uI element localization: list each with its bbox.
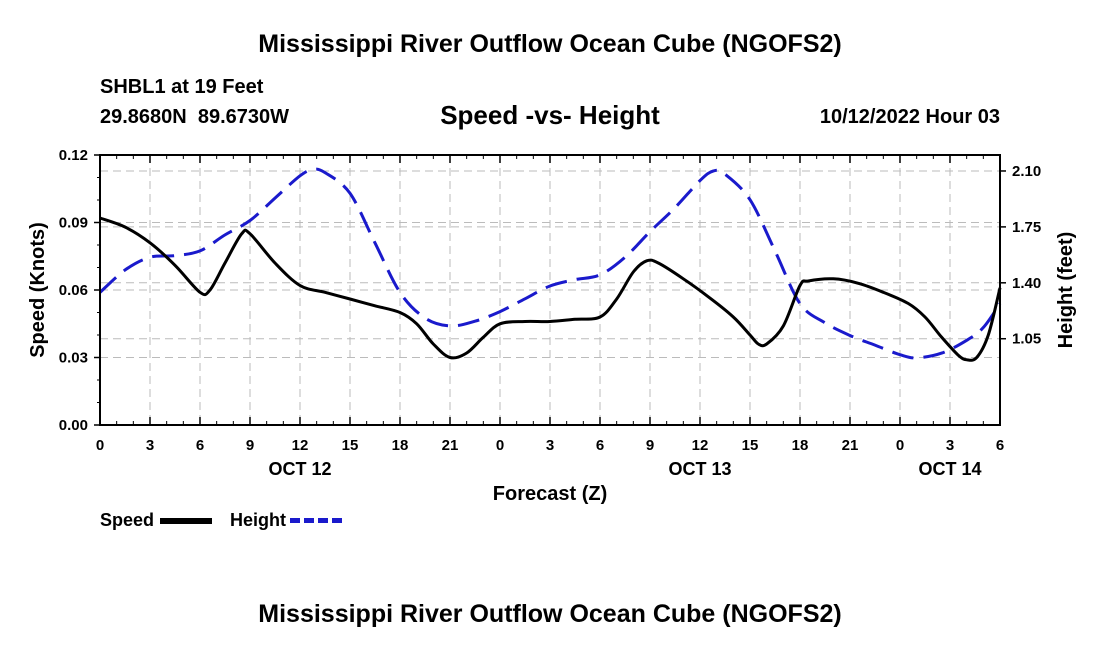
speed-series-line xyxy=(99,216,1002,362)
legend-height-label: Height xyxy=(230,510,286,530)
legend-speed-label: Speed xyxy=(100,510,155,530)
x-tick-label: 3 xyxy=(146,437,154,454)
y-left-tick-label: 0.00 xyxy=(59,417,88,434)
x-tick-label: 9 xyxy=(246,437,254,454)
height-series-line xyxy=(98,167,1002,360)
legend-speed-swatch xyxy=(160,518,212,524)
date-label: OCT 14 xyxy=(918,459,981,479)
x-tick-label: 12 xyxy=(692,437,709,454)
x-tick-label: 0 xyxy=(896,437,904,454)
y-right-tick-label: 1.05 xyxy=(1012,331,1041,348)
x-tick-label: 0 xyxy=(496,437,504,454)
y-right-tick-label: 1.40 xyxy=(1012,275,1041,292)
plot-title: Speed -vs- Height xyxy=(440,100,660,130)
chart-title: Mississippi River Outflow Ocean Cube (NG… xyxy=(258,30,842,58)
x-tick-label: 15 xyxy=(342,437,359,454)
x-tick-label: 9 xyxy=(646,437,654,454)
date-label: OCT 13 xyxy=(668,459,731,479)
axis-ticks xyxy=(94,154,1006,426)
y-left-tick-label: 0.12 xyxy=(59,147,88,164)
x-tick-label: 12 xyxy=(292,437,309,454)
chart-title-repeat: Mississippi River Outflow Ocean Cube (NG… xyxy=(258,600,842,628)
forecast-datetime: 10/12/2022 Hour 03 xyxy=(819,106,1000,128)
series-layer xyxy=(98,167,1002,362)
y-left-tick-label: 0.03 xyxy=(59,350,88,367)
x-axis-title: Forecast (Z) xyxy=(493,483,607,505)
x-tick-label: 18 xyxy=(392,437,409,454)
date-label: OCT 12 xyxy=(268,459,331,479)
x-tick-label: 6 xyxy=(596,437,604,454)
axis-labels: 0 3 6 9 12 15 18 21 0 3 6 9 12 15 18 21 0 3 6 OCT 12 OCT 13 O… xyxy=(27,147,1077,505)
x-tick-label: 18 xyxy=(792,437,809,454)
y-left-axis-title: Speed (Knots) xyxy=(27,222,49,358)
x-tick-label: 21 xyxy=(842,437,859,454)
legend-height-swatch xyxy=(290,518,342,523)
y-right-tick-label: 1.75 xyxy=(1012,219,1041,236)
y-right-tick-label: 2.10 xyxy=(1012,163,1041,180)
x-tick-label: 0 xyxy=(96,437,104,454)
y-left-tick-label: 0.06 xyxy=(59,282,88,299)
x-tick-label: 6 xyxy=(996,437,1004,454)
y-right-axis-title: Height (feet) xyxy=(1055,232,1077,349)
x-tick-label: 21 xyxy=(442,437,459,454)
coordinates-label: 29.8680N 89.6730W xyxy=(100,106,290,128)
x-tick-label: 3 xyxy=(946,437,954,454)
station-label: SHBL1 at 19 Feet xyxy=(100,76,264,98)
gridlines xyxy=(100,155,1000,425)
y-left-tick-label: 0.09 xyxy=(59,215,88,232)
x-tick-label: 6 xyxy=(196,437,204,454)
x-tick-label: 15 xyxy=(742,437,759,454)
x-tick-label: 3 xyxy=(546,437,554,454)
